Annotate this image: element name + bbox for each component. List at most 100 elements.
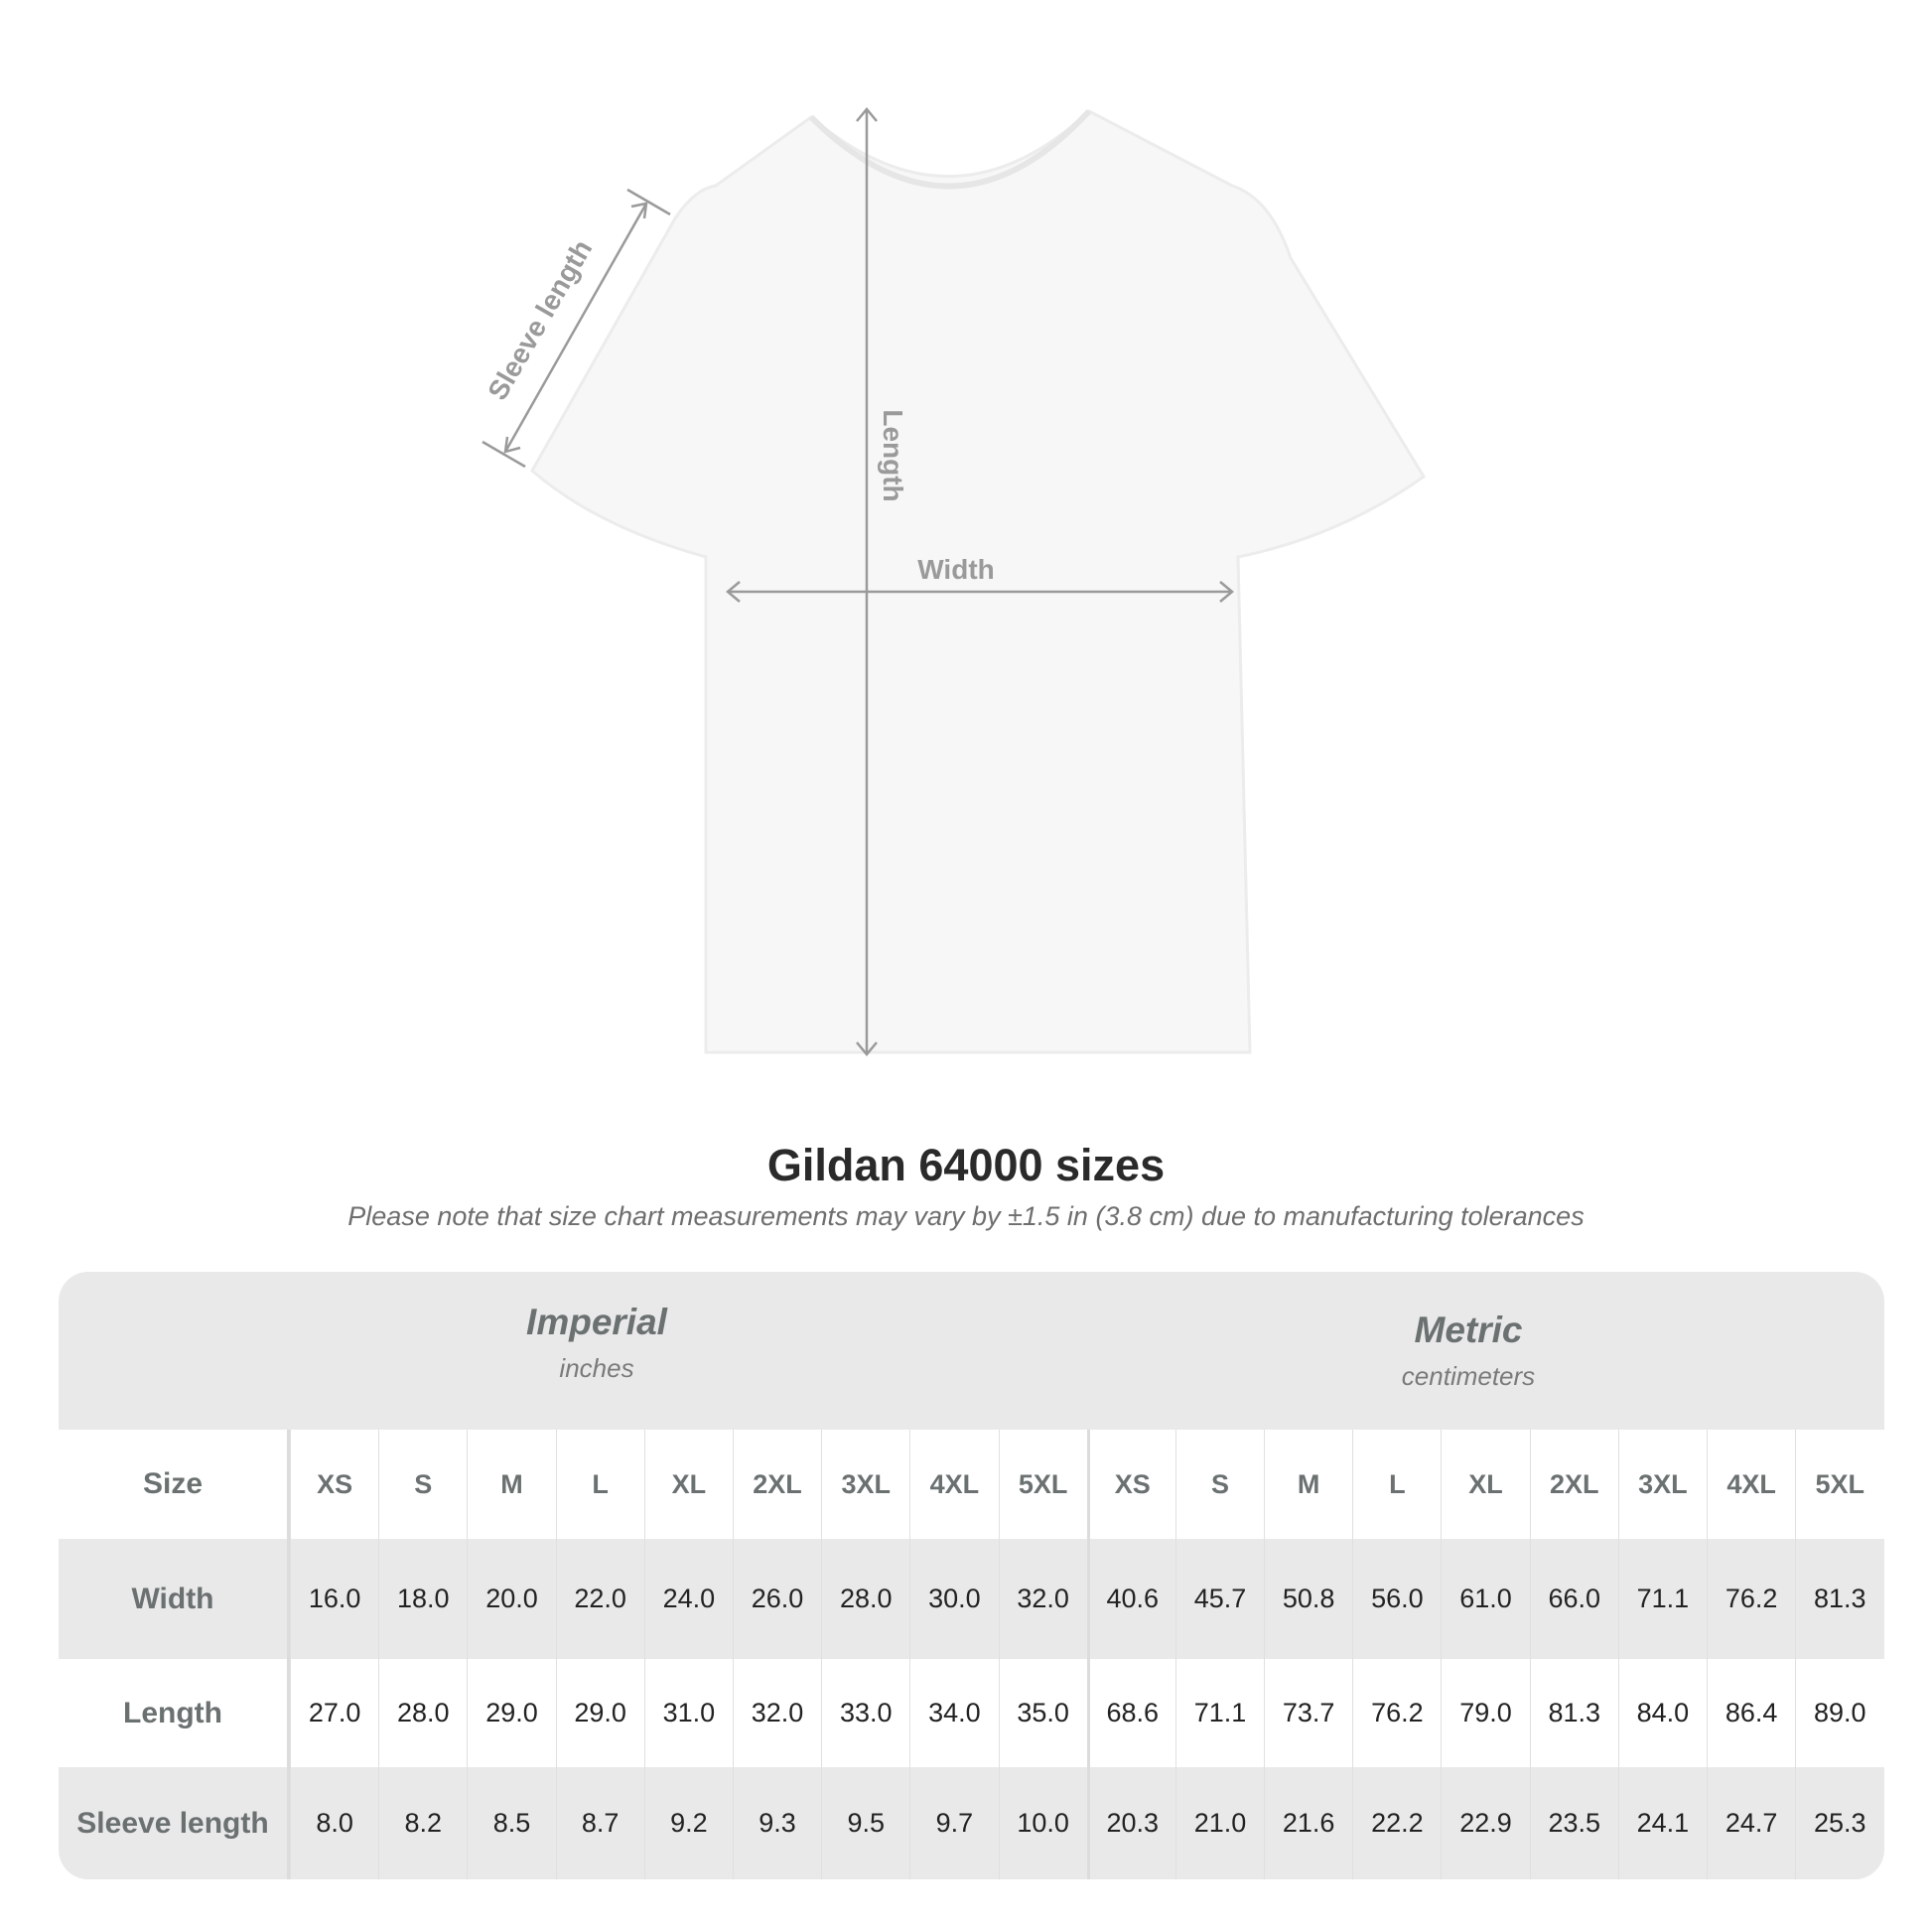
width-arrowhead-right	[1219, 581, 1234, 603]
sleeve-tick-bottom	[482, 440, 526, 469]
width-arrowhead-left	[726, 581, 741, 603]
table-cell: L	[555, 1430, 644, 1539]
table-cell: 76.2	[1707, 1539, 1795, 1659]
table-cell: 18.0	[378, 1539, 467, 1659]
table-cell: 22.0	[555, 1539, 644, 1659]
table-cell: 26.0	[732, 1539, 821, 1659]
length-label: Length	[878, 409, 908, 501]
table-cell: 84.0	[1617, 1659, 1707, 1767]
table-cell: 9.7	[909, 1767, 998, 1879]
chart-title: Gildan 64000 sizes	[766, 1140, 1166, 1190]
length-arrowhead-bottom	[856, 1041, 878, 1056]
table-cell: 5XL	[1795, 1430, 1883, 1539]
table-cell: 9.5	[821, 1767, 909, 1879]
table-cell: 2XL	[1529, 1430, 1618, 1539]
imperial-unit: inches	[559, 1353, 634, 1383]
table-cell: 34.0	[909, 1659, 998, 1767]
table-cell: M	[1264, 1430, 1352, 1539]
table-cell: L	[1352, 1430, 1441, 1539]
table-cell: 21.0	[1174, 1767, 1264, 1879]
table-cell: 71.1	[1617, 1539, 1707, 1659]
imperial-header: Imperial inches	[299, 1302, 895, 1384]
table-cell: 32.0	[732, 1659, 821, 1767]
metric-unit: centimeters	[1401, 1361, 1536, 1391]
sleeve-arrowhead-bottom	[503, 436, 521, 454]
tshirt-collar	[808, 108, 1092, 190]
table-cell: XS	[1086, 1430, 1175, 1539]
table-cell: 3XL	[821, 1430, 909, 1539]
table-cell: 35.0	[998, 1659, 1087, 1767]
sleeve-arrowhead-top	[630, 202, 648, 219]
table-cell: 79.0	[1441, 1659, 1529, 1767]
table-cell: 8.5	[467, 1767, 555, 1879]
table-cell: 4XL	[1707, 1430, 1795, 1539]
table-row: Length 27.0 28.0 29.0 29.0 31.0 32.0 33.0 34.0 35…	[59, 1659, 1884, 1767]
table-row: Width 16.0 18.0 20.0 22.0 24.0 26.0 28.0 30.0 32.…	[59, 1539, 1884, 1659]
tshirt-shape	[530, 109, 1427, 1054]
sleeve-arrow	[503, 203, 648, 453]
table-cell: 32.0	[998, 1539, 1087, 1659]
table-cell: 16.0	[290, 1539, 378, 1659]
imperial-title: Imperial	[526, 1302, 667, 1342]
table-cell: 3XL	[1617, 1430, 1707, 1539]
table-cell: 29.0	[555, 1659, 644, 1767]
table-cell: 8.7	[555, 1767, 644, 1879]
table-cell: 29.0	[467, 1659, 555, 1767]
metric-header: Metric centimeters	[1171, 1310, 1766, 1392]
table-cell: 27.0	[290, 1659, 378, 1767]
sleeve-tick-top	[626, 188, 671, 216]
table-cell: 9.2	[643, 1767, 733, 1879]
table-cell: 21.6	[1264, 1767, 1352, 1879]
table-cell: 61.0	[1441, 1539, 1529, 1659]
table-cell: 24.0	[643, 1539, 733, 1659]
table-cell: 22.2	[1352, 1767, 1441, 1879]
size-header-row: Size XS S M L XL 2XL 3XL 4XL 5XL XS S M L XL 2XL 3XL 4XL 5…	[59, 1430, 1884, 1539]
table-cell: 50.8	[1264, 1539, 1352, 1659]
row-label: Size	[59, 1430, 290, 1539]
table-cell: 81.3	[1795, 1539, 1883, 1659]
table-cell: 5XL	[998, 1430, 1087, 1539]
table-cell: 25.3	[1795, 1767, 1883, 1879]
table-cell: 71.1	[1174, 1659, 1264, 1767]
table-cell: 2XL	[732, 1430, 821, 1539]
size-table: Imperial inches Metric centimeters Size X…	[59, 1272, 1884, 1879]
row-label: Width	[59, 1539, 290, 1659]
table-cell: XL	[1441, 1430, 1529, 1539]
table-cell: M	[467, 1430, 555, 1539]
table-cell: 23.5	[1529, 1767, 1618, 1879]
row-label: Sleeve length	[59, 1767, 290, 1879]
table-cell: 24.1	[1617, 1767, 1707, 1879]
metric-title: Metric	[1414, 1310, 1523, 1350]
unit-header-band: Imperial inches Metric centimeters	[59, 1272, 1884, 1430]
table-cell: 4XL	[909, 1430, 998, 1539]
table-cell: 33.0	[821, 1659, 909, 1767]
table-cell: 22.9	[1441, 1767, 1529, 1879]
table-cell: 76.2	[1352, 1659, 1441, 1767]
table-cell: 86.4	[1707, 1659, 1795, 1767]
tshirt-diagram: Sleeve length Length Width	[482, 107, 1427, 1056]
tolerance-note: Please note that size chart measurements…	[347, 1201, 1585, 1231]
table-cell: 10.0	[998, 1767, 1087, 1879]
table-cell: 45.7	[1174, 1539, 1264, 1659]
table-cell: 28.0	[378, 1659, 467, 1767]
length-arrowhead-top	[856, 107, 878, 122]
width-label: Width	[917, 554, 995, 585]
table-cell: 20.3	[1086, 1767, 1175, 1879]
table-cell: 40.6	[1086, 1539, 1175, 1659]
table-cell: 28.0	[821, 1539, 909, 1659]
table-cell: 73.7	[1264, 1659, 1352, 1767]
table-row: Sleeve length 8.0 8.2 8.5 8.7 9.2 9.3 9.5 9.7 10.…	[59, 1767, 1884, 1879]
table-cell: XS	[290, 1430, 378, 1539]
table-cell: XL	[643, 1430, 733, 1539]
table-cell: 9.3	[732, 1767, 821, 1879]
table-cell: 20.0	[467, 1539, 555, 1659]
table-cell: 66.0	[1529, 1539, 1618, 1659]
table-cell: 81.3	[1529, 1659, 1618, 1767]
table-cell: S	[1174, 1430, 1264, 1539]
table-cell: 31.0	[643, 1659, 733, 1767]
table-cell: 24.7	[1707, 1767, 1795, 1879]
table-cell: 68.6	[1086, 1659, 1175, 1767]
table-cell: 8.0	[290, 1767, 378, 1879]
table-cell: 8.2	[378, 1767, 467, 1879]
table-cell: 89.0	[1795, 1659, 1883, 1767]
